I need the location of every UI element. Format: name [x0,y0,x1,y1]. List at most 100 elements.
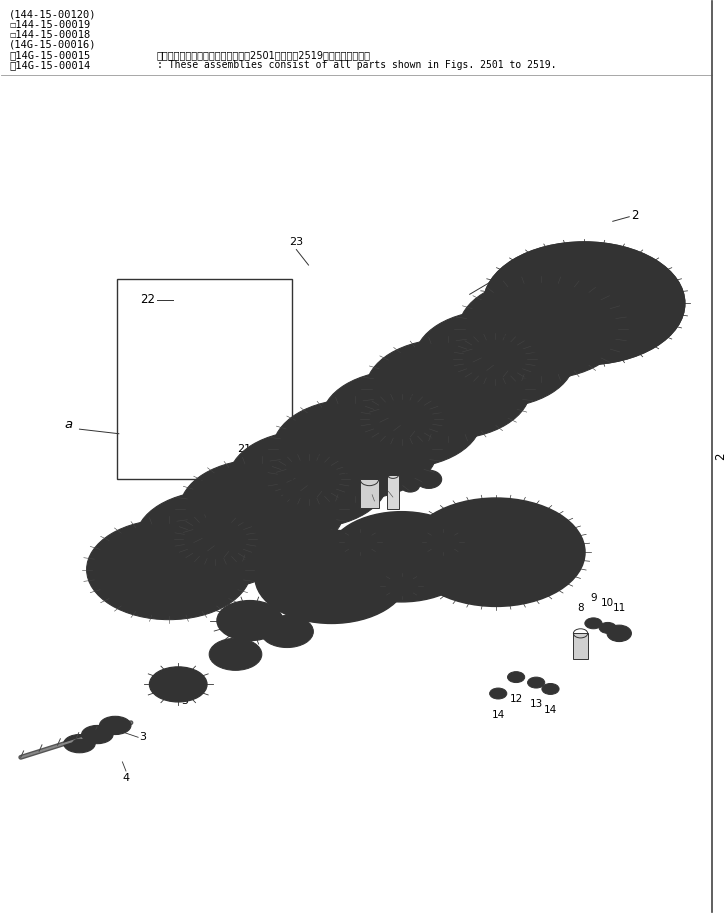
Text: 1: 1 [626,331,634,344]
Ellipse shape [599,623,617,634]
Text: 14: 14 [544,706,557,716]
Ellipse shape [528,677,545,688]
Text: 10: 10 [403,448,417,458]
Ellipse shape [63,735,95,753]
Ellipse shape [90,730,105,740]
Ellipse shape [344,457,369,474]
Text: 20: 20 [543,374,558,384]
Ellipse shape [322,371,481,467]
Ellipse shape [415,310,574,407]
Text: 23: 23 [289,237,304,247]
Text: 14: 14 [491,710,505,720]
Ellipse shape [298,479,317,492]
Ellipse shape [217,601,282,641]
Text: 5: 5 [181,697,188,707]
Bar [387,475,399,509]
Ellipse shape [607,625,631,642]
Ellipse shape [209,638,262,670]
Text: 7: 7 [336,562,343,572]
Text: ℄14G-15-00014: ℄14G-15-00014 [9,60,90,70]
Text: ℄14G-15-00015: ℄14G-15-00015 [9,50,90,60]
Ellipse shape [72,740,87,749]
Text: 17: 17 [237,649,251,659]
Ellipse shape [87,519,251,620]
Ellipse shape [135,491,296,588]
Text: 8: 8 [577,603,584,614]
Text: 3: 3 [139,732,146,742]
Text: : These assemblies consist of all parts shown in Figs. 2501 to 2519.: : These assemblies consist of all parts … [157,60,556,70]
Text: 14: 14 [301,461,314,471]
Text: これらのアセンブリの構成部品は第2501図から第2519図まで含みます。: これらのアセンブリの構成部品は第2501図から第2519図まで含みます。 [157,50,371,60]
Ellipse shape [262,491,280,504]
Ellipse shape [206,512,225,525]
Text: 17: 17 [288,626,303,636]
Ellipse shape [108,721,122,730]
Bar [116,278,292,479]
Text: a: a [65,418,73,431]
Text: 9: 9 [389,433,397,443]
Ellipse shape [249,498,268,510]
Text: 12: 12 [314,456,328,466]
Text: (14G-15-00016): (14G-15-00016) [9,40,97,50]
Ellipse shape [365,339,531,439]
Text: 14: 14 [196,498,209,508]
Ellipse shape [272,623,302,641]
Ellipse shape [585,618,602,629]
Ellipse shape [368,459,395,477]
Text: 16: 16 [230,613,244,623]
Ellipse shape [82,726,113,744]
Text: 6: 6 [423,556,430,566]
Ellipse shape [221,645,250,664]
Text: 13: 13 [216,488,229,498]
Ellipse shape [273,399,438,499]
Text: ☐144-15-00019: ☐144-15-00019 [9,20,90,30]
Text: 9: 9 [590,593,597,603]
Text: 22: 22 [140,293,155,306]
Ellipse shape [236,509,255,522]
Ellipse shape [283,487,302,499]
Text: 19: 19 [477,381,491,391]
Text: 4: 4 [122,772,130,782]
Text: 13: 13 [529,699,543,709]
Text: 12: 12 [510,694,523,704]
Bar [360,479,379,509]
Text: 14: 14 [265,471,278,481]
Text: 18: 18 [420,396,435,406]
Ellipse shape [422,475,436,484]
Ellipse shape [328,511,475,602]
Text: 13: 13 [363,433,376,443]
Text: ☐144-15-00018: ☐144-15-00018 [9,30,90,40]
Ellipse shape [312,474,331,487]
Ellipse shape [407,498,585,606]
Ellipse shape [180,459,344,560]
Ellipse shape [459,278,623,379]
Text: 15: 15 [515,542,529,552]
Text: 2: 2 [630,209,638,223]
Text: 14: 14 [286,468,299,478]
Ellipse shape [229,431,388,528]
Ellipse shape [416,470,442,488]
Ellipse shape [507,672,525,683]
Ellipse shape [261,615,313,647]
Text: (144-15-00120): (144-15-00120) [9,10,97,20]
Text: 14: 14 [379,426,393,436]
Text: 11: 11 [612,603,626,614]
Text: 11: 11 [422,445,436,455]
Ellipse shape [255,530,408,624]
Text: 12: 12 [239,489,252,499]
Text: a: a [569,324,577,337]
Bar [574,634,587,659]
Ellipse shape [614,630,625,637]
Ellipse shape [401,479,419,492]
Text: 2: 2 [713,453,727,460]
Ellipse shape [222,505,240,518]
Text: 21: 21 [237,445,251,454]
Text: 12: 12 [344,424,358,434]
Text: 14: 14 [252,477,265,488]
Text: 10: 10 [601,598,614,608]
Ellipse shape [149,666,207,702]
Ellipse shape [100,717,131,735]
Ellipse shape [490,688,507,699]
Ellipse shape [542,684,559,695]
Ellipse shape [483,242,684,364]
